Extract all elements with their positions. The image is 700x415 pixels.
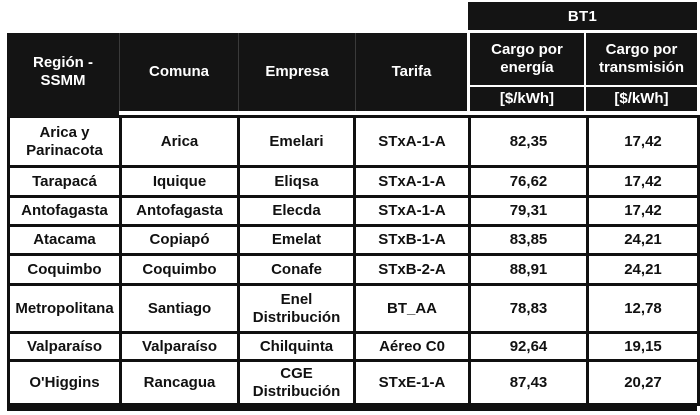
cell-tarifa: STxE-1-A [353,359,471,406]
cell-comuna: Rancagua [119,359,240,406]
cell-region: Atacama [7,224,122,256]
group-header-spacer [7,2,468,30]
cell-transmision: 12,78 [586,283,700,334]
cell-tarifa: STxA-1-A [353,165,471,198]
cell-transmision: 24,21 [586,253,700,286]
cell-region: Arica y Parinacota [7,115,122,168]
cell-empresa: CGE Distribución [237,359,356,406]
cell-transmision: 20,27 [586,359,700,406]
table-header: Región - SSMM Comuna Empresa Tarifa Carg… [7,33,697,111]
cell-energia: 87,43 [468,359,589,406]
header-subdivider [583,33,586,85]
cell-empresa: Eliqsa [237,165,356,198]
cell-transmision: 17,42 [586,195,700,227]
cell-tarifa: BT_AA [353,283,471,334]
cell-energia: 78,83 [468,283,589,334]
cell-energia: 83,85 [468,224,589,256]
table-row: Coquimbo Coquimbo Conafe STxB-2-A 88,91 24,21 [7,253,700,286]
cell-empresa: Chilquinta [237,331,356,362]
col-header-region: Región - SSMM [7,33,120,111]
cell-transmision: 24,21 [586,224,700,256]
cell-energia: 82,35 [468,115,589,168]
tariff-table: BT1 Región - SSMM Comuna Empresa Tarifa … [7,2,700,411]
cell-empresa: Elecda [237,195,356,227]
cell-empresa: Emelat [237,224,356,256]
header-subdivider [583,87,586,111]
cell-tarifa: STxA-1-A [353,115,471,168]
cell-region: O'Higgins [7,359,122,406]
cell-energia: 79,31 [468,195,589,227]
col-header-cargo-transmision: Cargo por transmisión [585,33,697,85]
cell-tarifa: Aéreo C0 [353,331,471,362]
table-row: Tarapacá Iquique Eliqsa STxA-1-A 76,62 17,42 [7,165,700,198]
cell-region: Coquimbo [7,253,122,286]
table-bottom-border [7,405,697,411]
table-row: Valparaíso Valparaíso Chilquinta Aéreo C0 92… [7,331,700,362]
cell-energia: 92,64 [468,331,589,362]
cell-comuna: Antofagasta [119,195,240,227]
cell-comuna: Arica [119,115,240,168]
cell-region: Tarapacá [7,165,122,198]
cell-empresa: Conafe [237,253,356,286]
header-data-gap [7,111,697,117]
cell-transmision: 19,15 [586,331,700,362]
cell-comuna: Valparaíso [119,331,240,362]
group-header-row: BT1 [7,2,697,30]
cell-energia: 76,62 [468,165,589,198]
header-right-block: Cargo por energía Cargo por transmisión … [469,33,697,111]
col-header-cargo-energia: Cargo por energía [469,33,584,85]
col-header-empresa: Empresa [239,33,356,111]
cell-tarifa: STxA-1-A [353,195,471,227]
cell-region: Metropolitana [7,283,122,334]
col-header-comuna: Comuna [120,33,239,111]
cell-energia: 88,91 [468,253,589,286]
cell-tarifa: STxB-2-A [353,253,471,286]
table-row: Arica y Parinacota Arica Emelari STxA-1-A 82… [7,115,700,168]
cell-comuna: Copiapó [119,224,240,256]
header-vertical-divider [467,33,470,111]
unit-transmision: [$/kWh] [585,87,697,111]
cell-comuna: Santiago [119,283,240,334]
table-row: Antofagasta Antofagasta Elecda STxA-1-A 79,3… [7,195,700,227]
cell-empresa: Emelari [237,115,356,168]
col-header-tarifa: Tarifa [391,63,432,81]
cell-transmision: 17,42 [586,165,700,198]
tariff-data-grid: Arica y Parinacota Arica Emelari STxA-1-A 82… [7,115,700,406]
units-divider [469,85,697,87]
cell-empresa: Enel Distribución [237,283,356,334]
header-left-block: Región - SSMM Comuna Empresa Tarifa [7,33,467,111]
cell-region: Valparaíso [7,331,122,362]
cell-transmision: 17,42 [586,115,700,168]
cell-tarifa: STxB-1-A [353,224,471,256]
table-row: Atacama Copiapó Emelat STxB-1-A 83,85 24,21 [7,224,700,256]
group-header-bt1: BT1 [468,2,697,30]
cell-region: Antofagasta [7,195,122,227]
table-row: Metropolitana Santiago Enel Distribución BT… [7,283,700,334]
cell-comuna: Iquique [119,165,240,198]
unit-energia: [$/kWh] [469,87,584,111]
cell-comuna: Coquimbo [119,253,240,286]
table-row: O'Higgins Rancagua CGE Distribución STxE-1-… [7,359,700,406]
